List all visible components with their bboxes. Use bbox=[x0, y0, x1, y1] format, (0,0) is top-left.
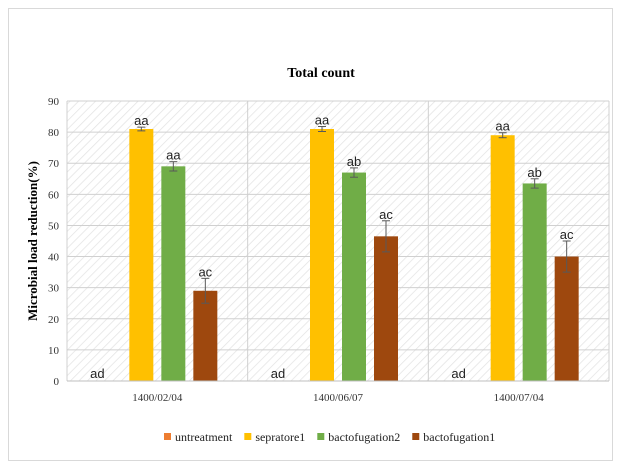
bar bbox=[490, 135, 515, 381]
significance-label: ad bbox=[271, 366, 285, 381]
legend: untreatment sepratore1 bactofugation2 bacto… bbox=[164, 430, 495, 444]
y-tick-label: 40 bbox=[48, 252, 60, 264]
significance-label: aa bbox=[134, 113, 149, 128]
chart-svg: Total count Microbial load reduction(%) … bbox=[25, 66, 610, 444]
significance-label: aa bbox=[166, 148, 181, 163]
significance-label: ad bbox=[451, 366, 465, 381]
bar bbox=[310, 129, 334, 381]
plot-area: 0 10 20 30 40 50 60 70 80 90 1400/02/04 1400/06/07 1… bbox=[48, 96, 610, 404]
y-tick-label: 30 bbox=[48, 283, 60, 295]
legend-label: sepratore1 bbox=[255, 430, 305, 444]
legend-swatch bbox=[244, 433, 252, 440]
y-tick-label: 10 bbox=[48, 345, 60, 357]
y-tick-label: 20 bbox=[48, 314, 60, 326]
significance-label: ab bbox=[527, 165, 541, 180]
x-tick-label: 1400/06/07 bbox=[313, 392, 364, 404]
bar bbox=[554, 256, 579, 381]
y-tick-label: 70 bbox=[48, 158, 60, 170]
significance-label: ad bbox=[90, 366, 104, 381]
bar bbox=[193, 290, 218, 381]
y-tick-label: 0 bbox=[54, 376, 60, 388]
bar bbox=[522, 183, 547, 381]
y-tick-label: 60 bbox=[48, 189, 60, 201]
legend-swatch bbox=[317, 433, 325, 440]
legend-swatch bbox=[164, 433, 171, 440]
legend-label: untreatment bbox=[175, 430, 233, 444]
legend-swatch bbox=[412, 433, 420, 440]
bar bbox=[129, 129, 154, 381]
x-tick-label: 1400/02/04 bbox=[132, 392, 183, 404]
significance-label: aa bbox=[495, 119, 510, 134]
x-tick-label: 1400/07/04 bbox=[494, 392, 545, 404]
y-axis-label: Microbial load reduction(%) bbox=[25, 161, 40, 321]
legend-label: bactofugation2 bbox=[328, 430, 400, 444]
significance-label: ac bbox=[560, 227, 574, 242]
bar bbox=[374, 236, 398, 381]
bar bbox=[161, 166, 186, 381]
y-tick-label: 80 bbox=[48, 127, 60, 139]
chart-container: Total count Microbial load reduction(%) … bbox=[8, 8, 613, 461]
legend-label: bactofugation1 bbox=[423, 430, 495, 444]
significance-label: ac bbox=[198, 264, 212, 279]
bar bbox=[342, 172, 366, 381]
y-tick-label: 50 bbox=[48, 220, 60, 232]
significance-label: ab bbox=[347, 154, 361, 169]
y-tick-label: 90 bbox=[48, 96, 60, 108]
significance-label: ac bbox=[379, 207, 393, 222]
significance-label: aa bbox=[315, 113, 330, 128]
chart-title: Total count bbox=[287, 66, 355, 81]
plot-background bbox=[67, 101, 609, 381]
